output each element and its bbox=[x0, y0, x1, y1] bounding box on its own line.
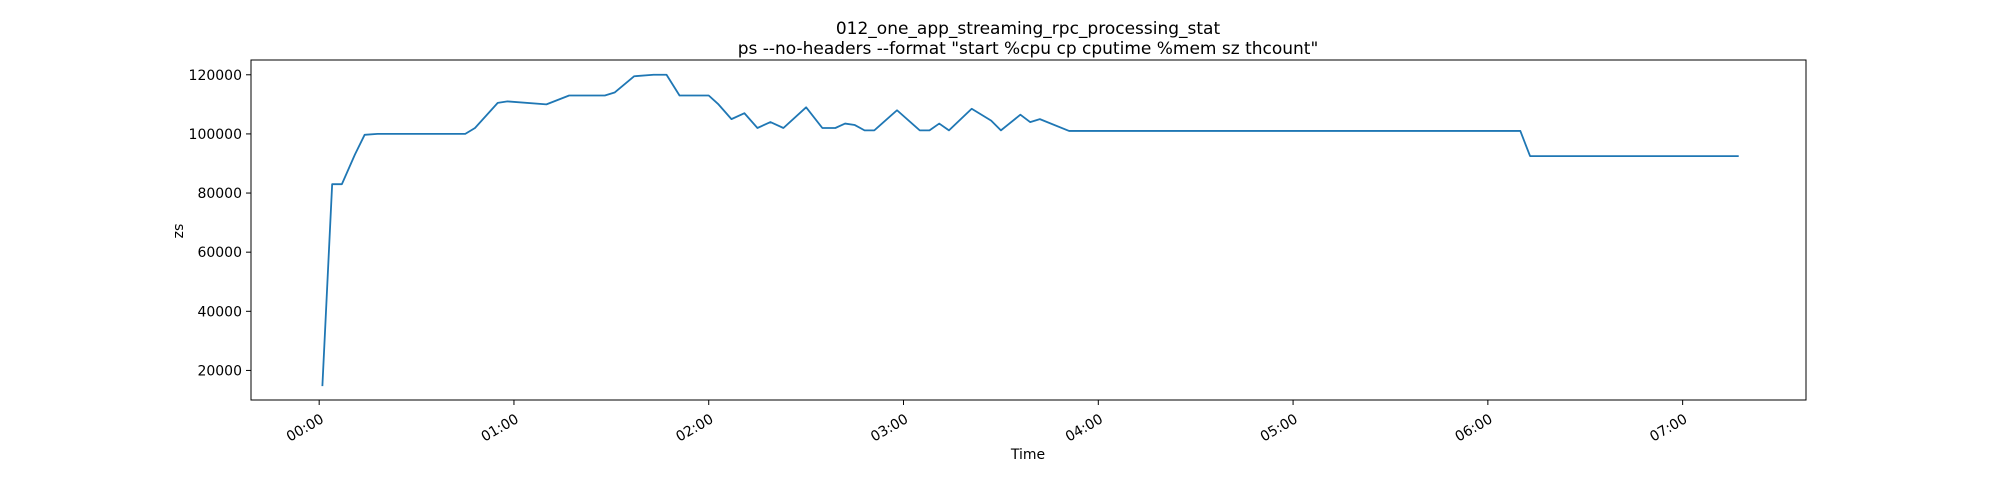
y-tick-label: 120000 bbox=[189, 68, 242, 84]
chart-subtitle: ps --no-headers --format "start %cpu cp … bbox=[738, 39, 1319, 59]
y-tick-label: 60000 bbox=[197, 245, 242, 261]
y-tick-label: 80000 bbox=[197, 186, 242, 202]
series-line-sz bbox=[321, 73, 1739, 387]
y-tick-label: 20000 bbox=[197, 363, 242, 379]
plot-frame bbox=[250, 59, 1807, 401]
y-axis-label: sz bbox=[171, 224, 187, 239]
y-tick-label: 100000 bbox=[189, 127, 242, 143]
x-axis-label: Time bbox=[1010, 447, 1045, 463]
chart-title: 012_one_app_streaming_rpc_processing_sta… bbox=[836, 19, 1221, 39]
y-tick-label: 40000 bbox=[197, 304, 242, 320]
